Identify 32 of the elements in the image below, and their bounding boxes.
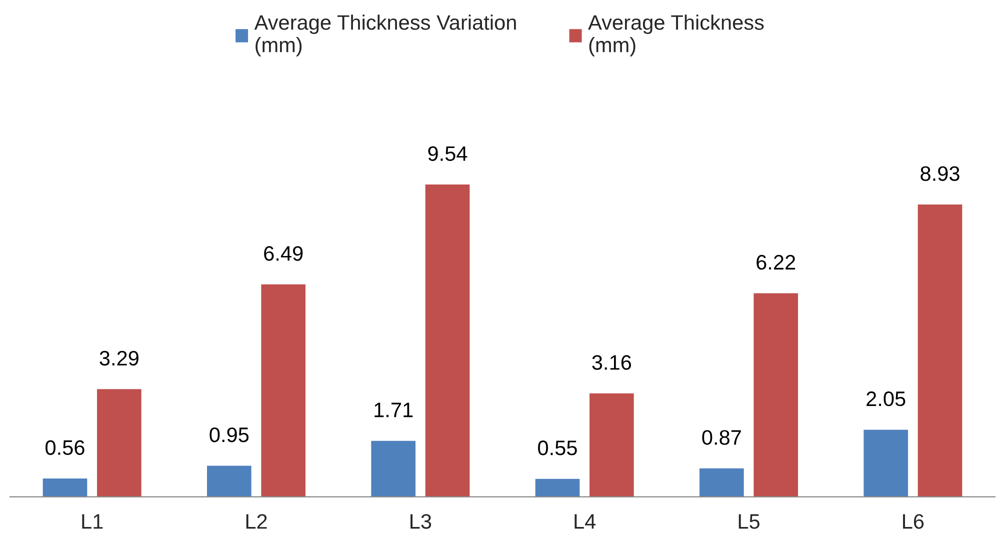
data-label: 3.16 [592,355,632,370]
bar [754,293,798,497]
data-label: 6.49 [264,246,303,261]
data-label: 3.29 [100,350,138,366]
x-tick-label: L2 [246,514,267,529]
bar [42,478,88,497]
legend-label: Average Thickness (mm) [588,14,764,56]
data-label: 1.71 [374,402,413,418]
bar [700,468,744,497]
data-label: 0.55 [538,440,577,456]
bar [371,440,416,497]
bar [261,284,306,497]
data-label: 6.22 [756,254,796,270]
data-label: 2.05 [866,391,906,406]
bar [425,184,470,497]
bar [207,466,252,497]
legend-label: Average Thickness Variation (mm) [254,14,516,56]
x-tick-label: L1 [82,514,103,529]
x-tick-label: L5 [738,514,760,529]
data-label: 0.95 [210,427,249,442]
data-label: 0.87 [702,430,741,445]
data-label: 0.56 [46,440,84,455]
x-tick-label: L3 [410,514,432,529]
bar [590,393,634,497]
data-label: 8.93 [920,166,960,181]
bar [535,478,580,497]
bar [97,389,142,497]
bar [864,430,908,497]
bar [918,204,962,497]
data-label: 9.54 [428,146,468,161]
x-tick-label: L4 [574,514,596,529]
x-tick-label: L6 [903,514,924,529]
